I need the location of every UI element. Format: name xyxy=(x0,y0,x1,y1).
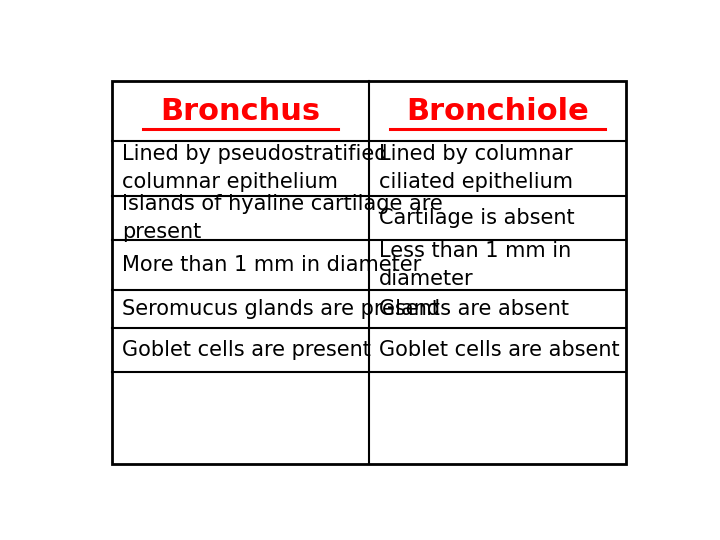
Text: Lined by pseudostratified
columnar epithelium: Lined by pseudostratified columnar epith… xyxy=(122,145,388,192)
Text: Goblet cells are absent: Goblet cells are absent xyxy=(379,340,620,360)
Text: Seromucus glands are present: Seromucus glands are present xyxy=(122,299,440,319)
Text: Bronchus: Bronchus xyxy=(161,97,320,126)
Text: More than 1 mm in diameter: More than 1 mm in diameter xyxy=(122,255,422,275)
Text: Bronchiole: Bronchiole xyxy=(406,97,589,126)
Text: Cartilage is absent: Cartilage is absent xyxy=(379,208,575,228)
Text: Lined by columnar
ciliated epithelium: Lined by columnar ciliated epithelium xyxy=(379,145,573,192)
Text: Goblet cells are present: Goblet cells are present xyxy=(122,340,372,360)
Text: Less than 1 mm in
diameter: Less than 1 mm in diameter xyxy=(379,241,571,289)
Text: Islands of hyaline cartilage are
present: Islands of hyaline cartilage are present xyxy=(122,194,443,242)
Text: Glands are absent: Glands are absent xyxy=(379,299,569,319)
